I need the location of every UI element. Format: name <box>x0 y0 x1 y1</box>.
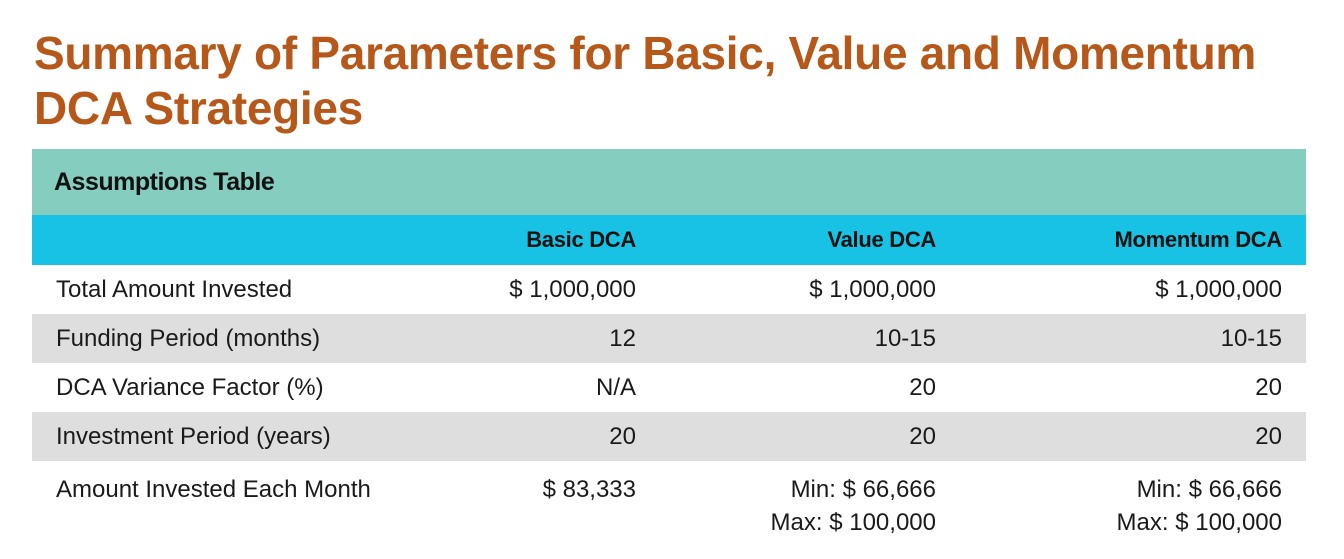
table-row: Total Amount Invested $ 1,000,000 $ 1,00… <box>32 265 1306 314</box>
value-dca-cell: 20 <box>909 422 936 450</box>
value-dca-max: Max: $ 100,000 <box>770 509 936 536</box>
momentum-dca-cell: 10-15 <box>1220 324 1282 352</box>
momentum-dca-min: Min: $ 66,666 <box>1136 476 1282 503</box>
table-header-row: Basic DCA Value DCA Momentum DCA <box>32 215 1306 265</box>
basic-dca-cell: N/A <box>595 373 636 401</box>
row-label: Total Amount Invested <box>56 275 293 303</box>
table-row: Funding Period (months) 12 10-15 10-15 <box>32 314 1306 363</box>
assumptions-table: Assumptions Table Basic DCA Value DCA Mo… <box>32 149 1306 539</box>
value-dca-cell: 10-15 <box>874 324 936 352</box>
row-label: Amount Invested Each Month <box>56 476 371 503</box>
table-row: DCA Variance Factor (%) N/A 20 20 <box>32 363 1306 412</box>
value-dca-cell: $ 1,000,000 <box>809 275 936 303</box>
page-title: Summary of Parameters for Basic, Value a… <box>34 27 1256 134</box>
basic-dca-cell: $ 1,000,000 <box>509 275 636 303</box>
value-dca-cell: Min: $ 66,666 Max: $ 100,000 <box>660 473 960 539</box>
value-dca-min: Min: $ 66,666 <box>790 476 936 503</box>
table-caption-text: Assumptions Table <box>54 167 275 196</box>
column-header-momentum-dca: Momentum DCA <box>1114 227 1282 252</box>
momentum-dca-max: Max: $ 100,000 <box>1116 509 1282 536</box>
column-header-value-dca: Value DCA <box>827 227 936 252</box>
momentum-dca-cell: $ 1,000,000 <box>1155 275 1282 303</box>
basic-dca-cell: 12 <box>609 324 636 352</box>
table-row: Amount Invested Each Month $ 83,333 Min:… <box>32 461 1306 539</box>
table-caption: Assumptions Table <box>32 149 1306 215</box>
momentum-dca-cell: Min: $ 66,666 Max: $ 100,000 <box>960 473 1306 539</box>
table-row: Investment Period (years) 20 20 20 <box>32 412 1306 461</box>
momentum-dca-cell: 20 <box>1255 373 1282 401</box>
basic-dca-cell: $ 83,333 <box>542 476 636 503</box>
basic-dca-cell: 20 <box>609 422 636 450</box>
column-header-basic-dca: Basic DCA <box>526 227 636 252</box>
value-dca-cell: 20 <box>909 373 936 401</box>
row-label: DCA Variance Factor (%) <box>56 373 324 401</box>
row-label: Funding Period (months) <box>56 324 321 352</box>
momentum-dca-cell: 20 <box>1255 422 1282 450</box>
row-label: Investment Period (years) <box>56 422 331 450</box>
